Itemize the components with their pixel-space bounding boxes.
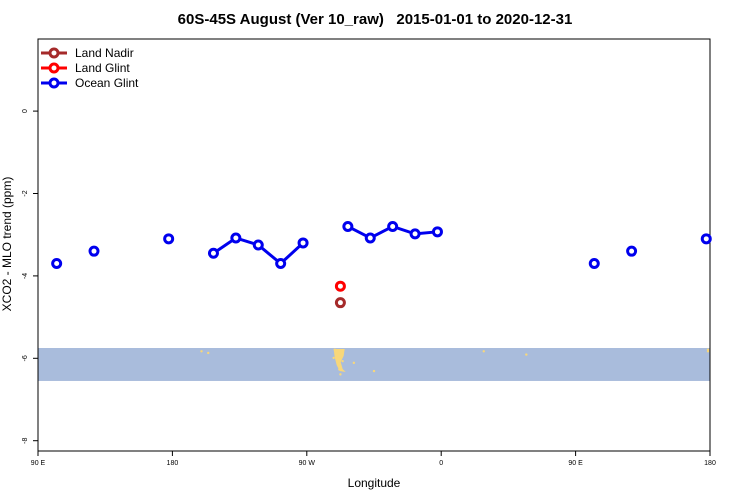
ocean-glint-point (88, 245, 100, 257)
ocean-glint-point (588, 258, 600, 270)
ocean-glint-point (700, 233, 712, 245)
ocean-glint-point (230, 232, 242, 244)
x-tick-label: 90 W (299, 460, 316, 467)
ocean-glint-point (252, 239, 264, 251)
legend-marker-land-glint (48, 62, 60, 74)
ocean-band (38, 348, 710, 381)
ocean-glint-point (431, 226, 443, 238)
x-tick-label: 90 E (568, 460, 583, 467)
land-speck (352, 361, 356, 365)
ocean-glint-point (297, 237, 309, 249)
x-axis-label: Longitude (347, 476, 401, 490)
y-axis: 0 -2 -4 -6 -8 (22, 109, 38, 444)
legend-marker-ocean-glint (48, 77, 60, 89)
legend-label-land-glint: Land Glint (75, 61, 130, 75)
land-speck (706, 348, 710, 351)
y-tick-label: -2 (22, 190, 29, 196)
legend-marker-land-nadir (48, 47, 60, 59)
ocean-glint-point (364, 232, 376, 244)
ocean-glint-point (626, 245, 638, 257)
x-tick-label: 180 (704, 460, 716, 467)
ocean-glint-point (342, 220, 354, 232)
series-layer (51, 220, 712, 309)
legend-label-ocean-glint: Ocean Glint (75, 76, 139, 90)
land-speck (372, 369, 376, 373)
land-mass (333, 349, 346, 372)
y-tick-label: -8 (22, 437, 29, 443)
land-nadir-point (334, 297, 346, 309)
land-speck (706, 350, 710, 353)
ocean-glint-point (387, 220, 399, 232)
x-tick-label: 90 E (31, 460, 46, 467)
land-speck (200, 350, 203, 353)
ocean-glint-point (409, 228, 421, 240)
ocean-glint-point (275, 258, 287, 270)
x-axis: 90 E 180 90 W 0 90 E 180 (31, 451, 716, 467)
legend-label-land-nadir: Land Nadir (75, 46, 134, 60)
land-speck (341, 359, 344, 363)
land-speck (525, 353, 528, 356)
y-tick-label: 0 (22, 109, 29, 113)
land-speck (332, 356, 335, 360)
y-tick-label: -4 (22, 273, 29, 279)
x-tick-label: 180 (167, 460, 179, 467)
land-speck (207, 351, 210, 355)
land-speck (339, 373, 342, 376)
chart-title: 60S-45S August (Ver 10_raw) 2015-01-01 t… (177, 11, 573, 28)
ocean-glint-point (51, 258, 63, 270)
land-band (38, 348, 710, 381)
ocean-glint-point (207, 247, 219, 259)
land-glint-point (334, 280, 346, 292)
ocean-glint-point (163, 233, 175, 245)
y-tick-label: -6 (22, 355, 29, 361)
land-speck (482, 350, 485, 353)
x-tick-label: 0 (439, 460, 443, 467)
y-axis-label: XCO2 - MLO trend (ppm) (0, 176, 14, 312)
plot-frame (37, 38, 711, 452)
